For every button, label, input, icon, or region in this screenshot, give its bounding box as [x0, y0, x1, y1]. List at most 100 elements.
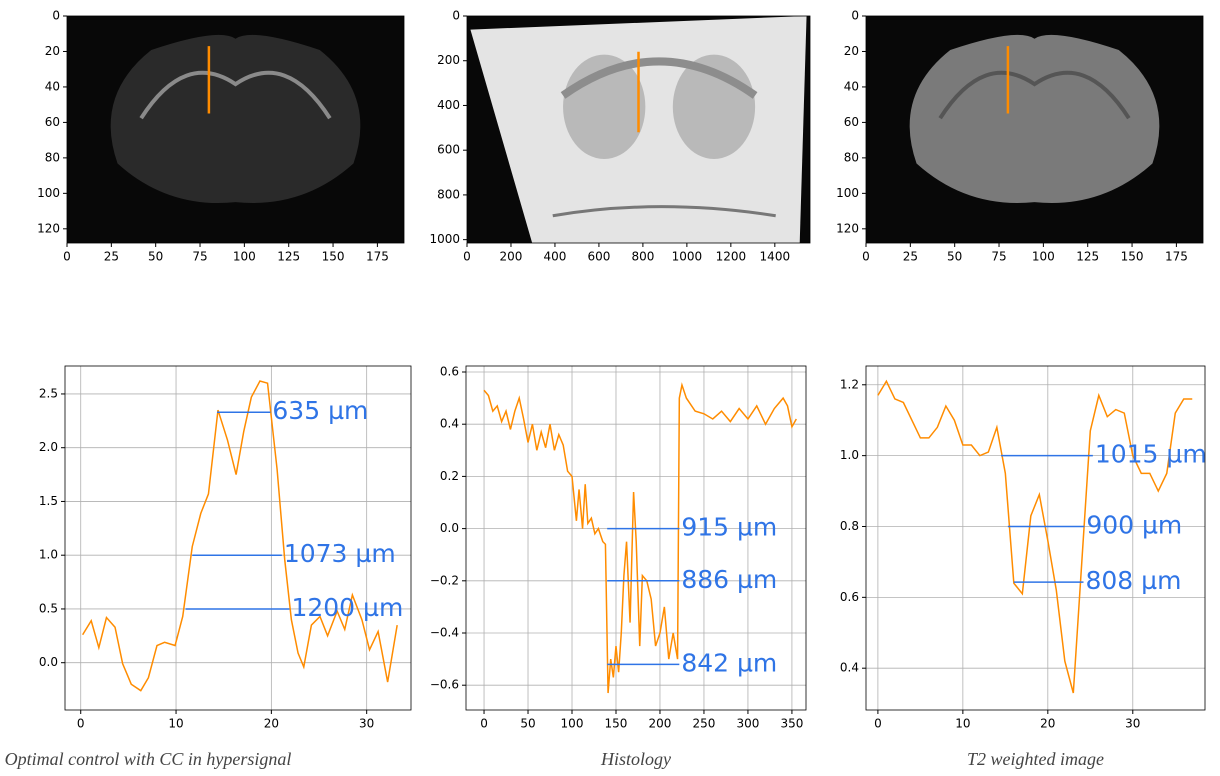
y-tick-label: 20	[45, 44, 60, 58]
x-tick-label: 0	[874, 717, 882, 731]
x-tick-label: 150	[1121, 250, 1144, 264]
x-tick-label: 400	[543, 250, 566, 264]
y-tick-label: 200	[437, 53, 460, 67]
width-label: 900 µm	[1086, 510, 1182, 539]
x-tick-label: 25	[104, 250, 119, 264]
x-tick-label: 150	[322, 250, 345, 264]
width-label: 1073 µm	[284, 539, 396, 568]
x-tick-label: 0	[862, 250, 870, 264]
y-tick-label: 80	[844, 150, 859, 164]
x-tick-label: 50	[947, 250, 962, 264]
corpus-callosum	[139, 70, 332, 120]
x-tick-label: 300	[736, 717, 759, 731]
x-tick-label: 30	[359, 717, 374, 731]
x-tick-label: 75	[991, 250, 1006, 264]
tissue-edge	[552, 205, 776, 218]
x-tick-label: 125	[1076, 250, 1099, 264]
x-tick-label: 175	[366, 250, 389, 264]
y-tick-label: 1.0	[39, 548, 58, 562]
axes-frame	[466, 15, 811, 244]
y-tick-label: 2.0	[39, 440, 58, 454]
y-tick-label: 120	[836, 221, 859, 235]
data-line	[483, 382, 797, 694]
x-tick-label: 0	[77, 717, 85, 731]
x-tick-label: 0	[480, 717, 488, 731]
y-tick-label: 800	[437, 187, 460, 201]
axes-frame	[865, 15, 1204, 244]
x-tick-label: 0	[463, 250, 471, 264]
x-tick-label: 200	[500, 250, 523, 264]
y-tick-label: 1.0	[840, 448, 859, 462]
y-tick-label: 80	[45, 150, 60, 164]
y-tick-label: 0.2	[440, 469, 459, 483]
axes-frame	[465, 365, 807, 711]
width-label: 886 µm	[681, 565, 777, 594]
x-tick-label: 350	[780, 717, 803, 731]
corpus-callosum	[938, 70, 1131, 120]
x-tick-label: 50	[520, 717, 535, 731]
y-tick-label: 0.6	[440, 365, 459, 379]
x-tick-label: 1000	[672, 250, 703, 264]
y-tick-label: 0	[452, 9, 460, 23]
y-tick-label: 60	[45, 115, 60, 129]
x-tick-label: 20	[1040, 717, 1055, 731]
y-tick-label: 120	[37, 221, 60, 235]
x-tick-label: 150	[605, 717, 628, 731]
y-tick-label: 20	[844, 44, 859, 58]
y-tick-label: 0	[52, 9, 60, 23]
width-label: 1015 µm	[1095, 440, 1207, 469]
y-tick-label: 40	[45, 79, 60, 93]
x-tick-label: 20	[264, 717, 279, 731]
axes-frame	[64, 365, 412, 711]
y-tick-label: −0.2	[430, 573, 459, 587]
x-tick-label: 600	[587, 250, 610, 264]
axes-frame	[865, 365, 1206, 711]
x-tick-label: 125	[277, 250, 300, 264]
x-tick-label: 800	[631, 250, 654, 264]
brain-section	[909, 34, 1160, 204]
y-tick-label: 600	[437, 143, 460, 157]
y-tick-label: −0.6	[430, 678, 459, 692]
y-tick-label: 0	[851, 9, 859, 23]
x-tick-label: 25	[903, 250, 918, 264]
y-tick-label: 1.2	[840, 377, 859, 391]
x-tick-label: 10	[955, 717, 970, 731]
data-line	[81, 380, 398, 692]
y-tick-label: 1000	[429, 232, 460, 246]
y-tick-label: 0.0	[440, 521, 459, 535]
caption: T2 weighted image	[967, 749, 1104, 769]
y-tick-label: 100	[37, 186, 60, 200]
brain-section	[110, 34, 361, 204]
x-tick-label: 1400	[760, 250, 791, 264]
y-tick-label: 60	[844, 115, 859, 129]
width-label: 915 µm	[681, 513, 777, 542]
y-tick-label: −0.4	[430, 626, 459, 640]
caption: Optimal control with CC in hypersignal	[5, 749, 292, 769]
x-tick-label: 75	[192, 250, 207, 264]
caption: Histology	[600, 749, 671, 769]
width-label: 808 µm	[1086, 566, 1182, 595]
x-tick-label: 200	[649, 717, 672, 731]
x-tick-label: 100	[561, 717, 584, 731]
x-tick-label: 30	[1125, 717, 1140, 731]
x-tick-label: 0	[63, 250, 71, 264]
x-tick-label: 250	[693, 717, 716, 731]
width-label: 635 µm	[272, 396, 368, 425]
width-label: 1200 µm	[291, 593, 403, 622]
y-tick-label: 100	[836, 186, 859, 200]
x-tick-label: 10	[168, 717, 183, 731]
y-tick-label: 40	[844, 79, 859, 93]
y-tick-label: 0.4	[840, 661, 859, 675]
x-tick-label: 175	[1165, 250, 1188, 264]
y-tick-label: 2.5	[39, 386, 58, 400]
y-tick-label: 0.4	[440, 417, 459, 431]
x-tick-label: 1200	[716, 250, 747, 264]
axes-frame	[66, 15, 405, 244]
corpus-callosum	[560, 57, 758, 99]
width-label: 842 µm	[681, 648, 777, 677]
y-tick-label: 400	[437, 98, 460, 112]
y-tick-label: 0.8	[840, 519, 859, 533]
y-tick-label: 1.5	[39, 494, 58, 508]
x-tick-label: 50	[148, 250, 163, 264]
